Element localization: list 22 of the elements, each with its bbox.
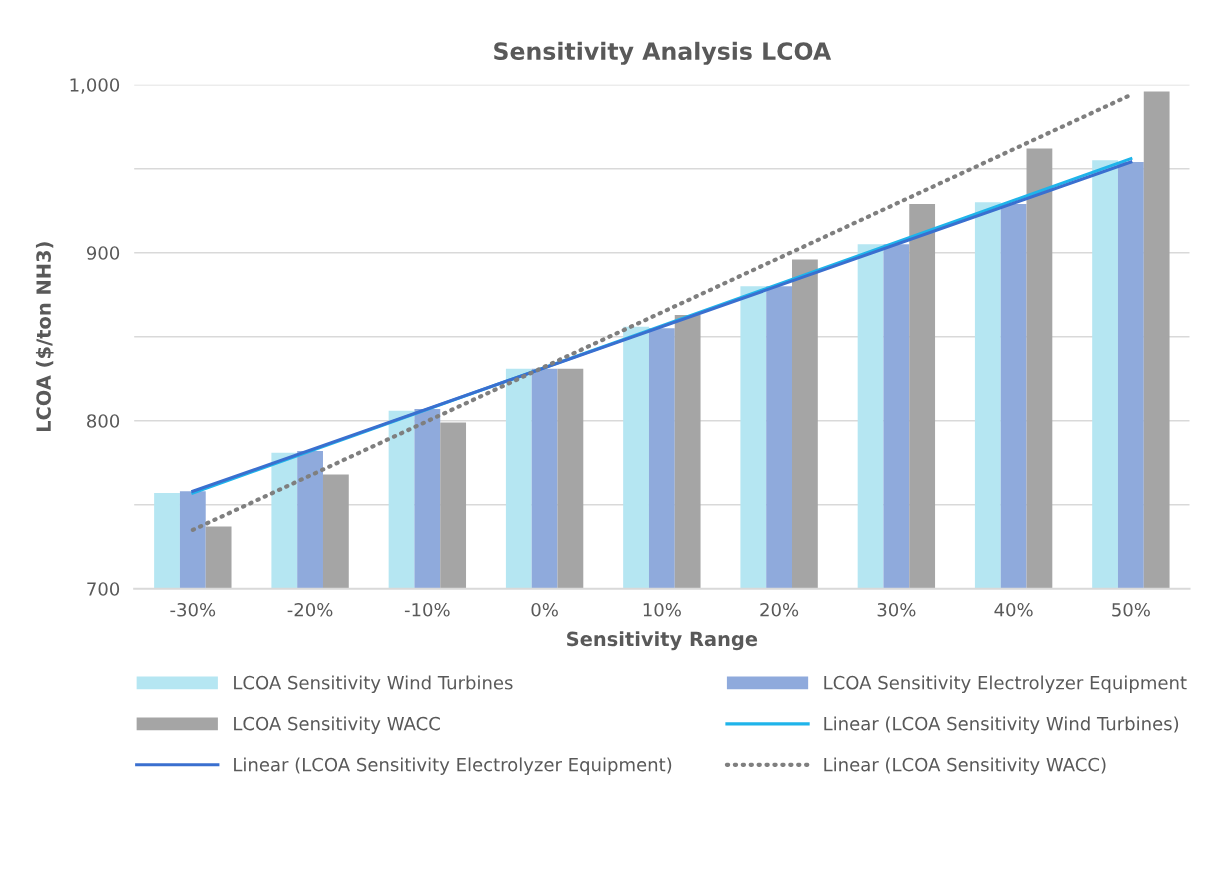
legend-label: LCOA Sensitivity WACC bbox=[234, 716, 440, 734]
y-axis-title: LCOA ($/ton NH3) bbox=[35, 242, 54, 432]
y-tick-label: 1,000 bbox=[70, 78, 120, 94]
legend-label: Linear (LCOA Sensitivity WACC) bbox=[824, 757, 1106, 775]
legend-label: LCOA Sensitivity Electrolyzer Equipment bbox=[824, 675, 1187, 693]
legend-label: Linear (LCOA Sensitivity Electrolyzer Equipment) bbox=[234, 757, 672, 775]
y-tick-label: 800 bbox=[87, 414, 120, 428]
x-tick-label: 50% bbox=[1112, 602, 1150, 617]
x-tick-label: 10% bbox=[643, 602, 681, 617]
x-tick-label: -10% bbox=[404, 602, 450, 617]
legend-label: LCOA Sensitivity Wind Turbines bbox=[234, 675, 513, 693]
x-tick-label: 40% bbox=[994, 602, 1033, 617]
y-tick-label: 700 bbox=[87, 582, 120, 596]
chart-title: Sensitivity Analysis LCOA bbox=[494, 41, 832, 65]
y-tick-label: 900 bbox=[86, 246, 120, 260]
x-tick-label: -30% bbox=[170, 602, 216, 617]
x-axis-title: Sensitivity Range bbox=[567, 631, 758, 651]
x-tick-label: 20% bbox=[760, 602, 799, 617]
x-tick-label: -20% bbox=[287, 602, 333, 617]
legend-label: Linear (LCOA Sensitivity Wind Turbines) bbox=[824, 716, 1179, 734]
x-tick-label: 30% bbox=[877, 602, 916, 617]
x-tick-label: 0% bbox=[531, 602, 558, 617]
